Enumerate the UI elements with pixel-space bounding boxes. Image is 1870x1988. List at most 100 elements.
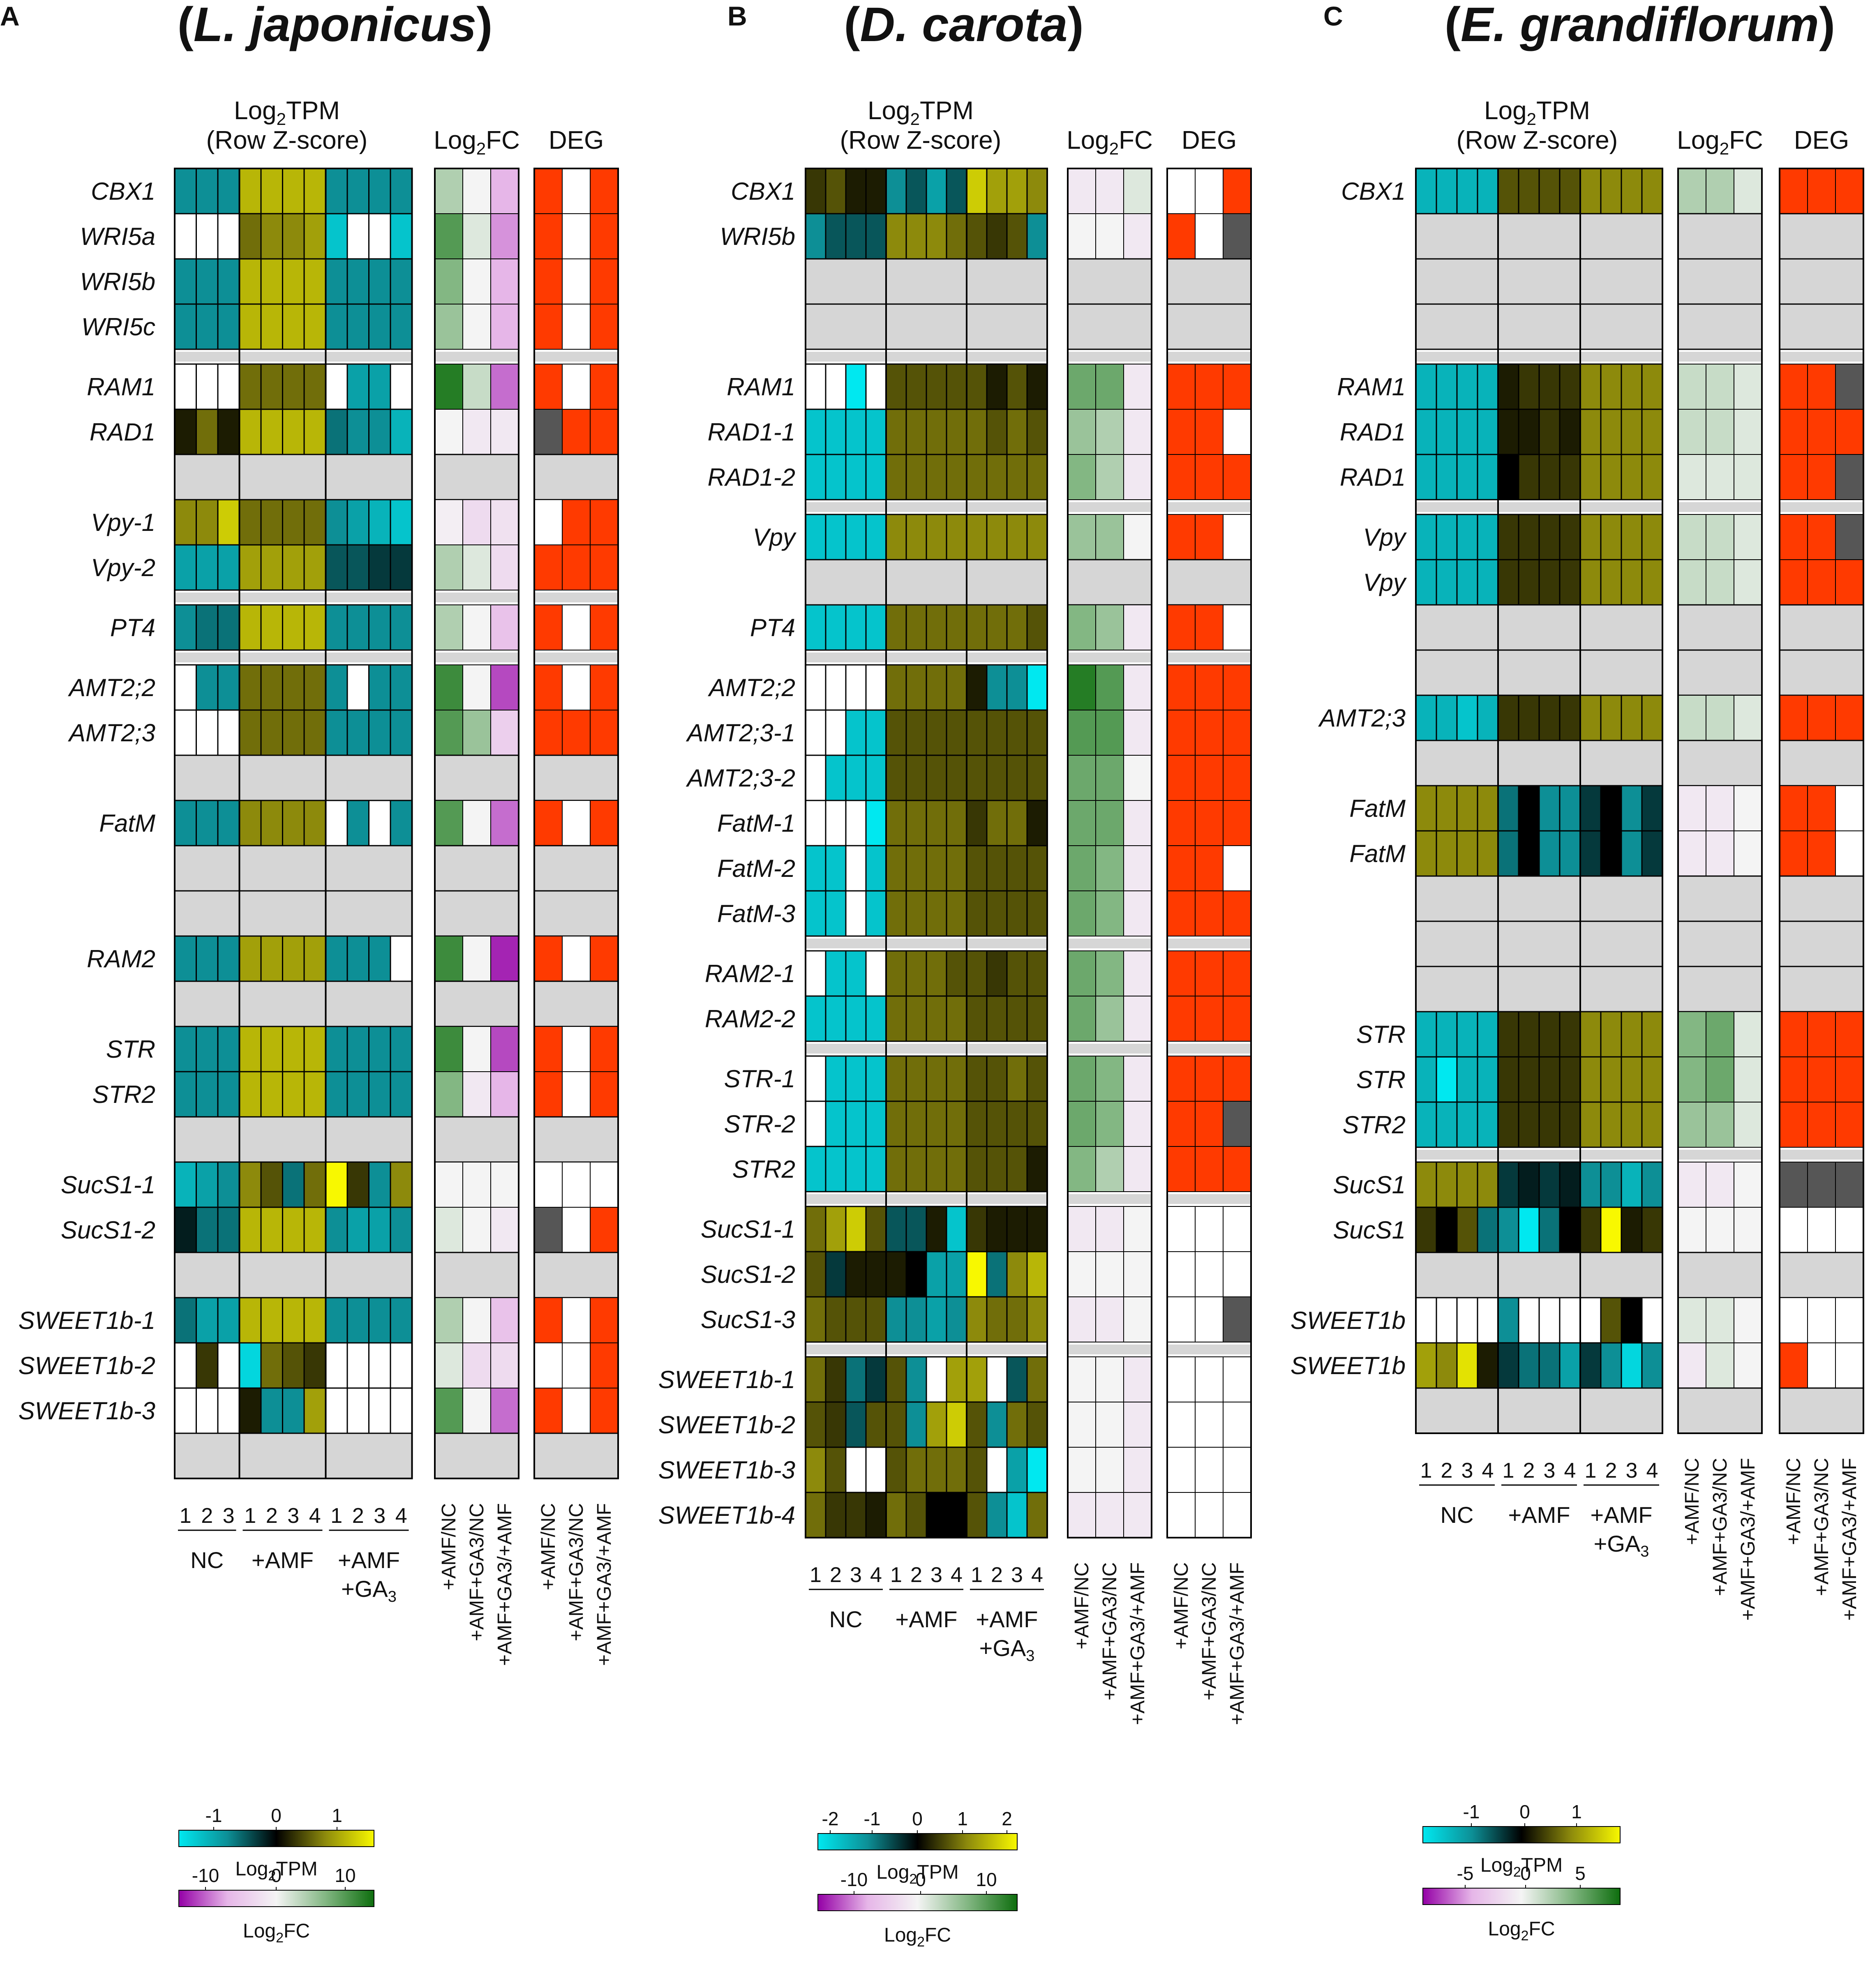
deg-cell <box>1835 1207 1864 1253</box>
fc-cell <box>462 1026 491 1072</box>
tpm-cell <box>239 258 262 305</box>
tpm-cell <box>905 1446 927 1493</box>
gene-label: STR <box>1356 1021 1406 1048</box>
tpm-cell <box>260 499 283 546</box>
absent-cell <box>966 559 1048 606</box>
species-title-close: ) <box>1067 0 1083 52</box>
fc-colorbar <box>817 1894 1018 1911</box>
sample-number: 1 <box>890 1563 902 1587</box>
group-label-ga3-sub: 3 <box>1026 1647 1034 1665</box>
tpm-cell <box>1456 408 1478 455</box>
group-label-ga3: +GA3 <box>1594 1531 1649 1560</box>
tpm-cell <box>905 1100 927 1147</box>
tpm-cell <box>303 935 326 982</box>
fc-cell <box>462 710 491 756</box>
deg-cell <box>1779 1162 1808 1208</box>
tpm-cell <box>1436 1056 1458 1103</box>
tpm-cell <box>805 1492 826 1538</box>
tpm-cell <box>1006 514 1028 560</box>
tpm-cell <box>805 454 826 500</box>
tpm-cell <box>217 709 240 756</box>
tpm-cell <box>1600 694 1622 741</box>
tpm-cell <box>926 709 947 756</box>
deg-cell <box>1167 1251 1196 1297</box>
separator-band <box>806 502 1047 512</box>
tpm-cell <box>390 935 413 982</box>
tpm-cell <box>885 709 907 756</box>
separator-band <box>1068 1345 1152 1354</box>
tpm-colorbar-title-rest: TPM <box>1521 1854 1563 1876</box>
gene-label: SucS1 <box>1333 1171 1406 1199</box>
tpm-cell <box>845 454 867 500</box>
tpm-cell <box>986 1146 1008 1192</box>
separator-band <box>1416 352 1662 362</box>
tpm-cell <box>946 1296 967 1343</box>
tpm-cell <box>196 258 219 305</box>
tpm-cell <box>845 664 867 711</box>
tpm-cell <box>346 604 369 651</box>
absent-cell <box>1579 258 1663 305</box>
tpm-cell <box>825 1401 847 1448</box>
fc-cell <box>1067 755 1096 801</box>
tpm-cell <box>325 709 348 756</box>
fc-cell <box>1123 1402 1152 1448</box>
sample-number: 3 <box>1544 1459 1556 1483</box>
gene-label: FatM <box>99 809 155 837</box>
sample-number: 1 <box>1503 1459 1514 1483</box>
fc-cell <box>434 1342 463 1388</box>
fc-colorbar-title-log: Log <box>1488 1918 1521 1940</box>
absent-cell <box>1677 920 1763 967</box>
separator-band <box>1068 653 1152 662</box>
tpm-cell <box>217 1297 240 1344</box>
tpm-cell <box>1006 754 1028 801</box>
fc-cell <box>490 1342 519 1388</box>
gene-label: SWEET1b <box>1291 1307 1406 1334</box>
absent-cell <box>1677 303 1763 350</box>
tpm-cell <box>1026 408 1048 455</box>
separator-band <box>1678 352 1762 362</box>
fc-cell <box>462 168 491 214</box>
tpm-cell <box>1600 454 1622 500</box>
tpm-cell <box>1456 363 1478 410</box>
tpm-cell <box>346 168 369 214</box>
deg-cell <box>1835 514 1864 560</box>
deg-cell <box>1807 168 1836 214</box>
fc-cell <box>490 1026 519 1072</box>
fc-cell <box>1123 1492 1152 1538</box>
tpm-cell <box>217 363 240 410</box>
tpm-cell <box>946 1492 967 1538</box>
tpm-cell <box>926 754 947 801</box>
gene-label: SWEET1b-3 <box>18 1397 155 1425</box>
absent-cell <box>1677 1252 1763 1298</box>
fc-cell <box>1067 710 1096 756</box>
tpm-cell <box>905 363 927 410</box>
sample-number: 3 <box>930 1563 942 1587</box>
tpm-cell <box>1006 995 1028 1042</box>
tpm-cell <box>825 213 847 260</box>
tpm-cell <box>368 303 391 350</box>
tpm-cell <box>390 258 413 305</box>
absent-cell <box>434 980 519 1027</box>
tpm-cell <box>986 664 1008 711</box>
tpm-cell <box>1538 1206 1561 1253</box>
fc-cell <box>1095 664 1124 710</box>
fc-cell <box>1678 695 1706 741</box>
fc-cell <box>434 304 463 350</box>
tpm-cell <box>368 1206 391 1253</box>
fc-cell <box>490 1388 519 1434</box>
tpm-cell <box>946 408 967 455</box>
tpm-cell <box>946 1146 967 1192</box>
tpm-cell <box>966 1446 988 1493</box>
tpm-cell <box>1026 514 1048 560</box>
fc-cell <box>1123 1146 1152 1192</box>
gene-label: SWEET1b-3 <box>658 1456 795 1484</box>
fc-cell <box>1095 1492 1124 1538</box>
tpm-cell <box>905 664 927 711</box>
absent-cell <box>1779 649 1864 696</box>
fc-cell <box>1095 1146 1124 1192</box>
absent-cell <box>434 454 519 500</box>
sample-number: 2 <box>352 1504 364 1528</box>
tpm-cell <box>217 408 240 455</box>
tpm-cell <box>1497 559 1519 606</box>
tpm-cell <box>885 890 907 937</box>
